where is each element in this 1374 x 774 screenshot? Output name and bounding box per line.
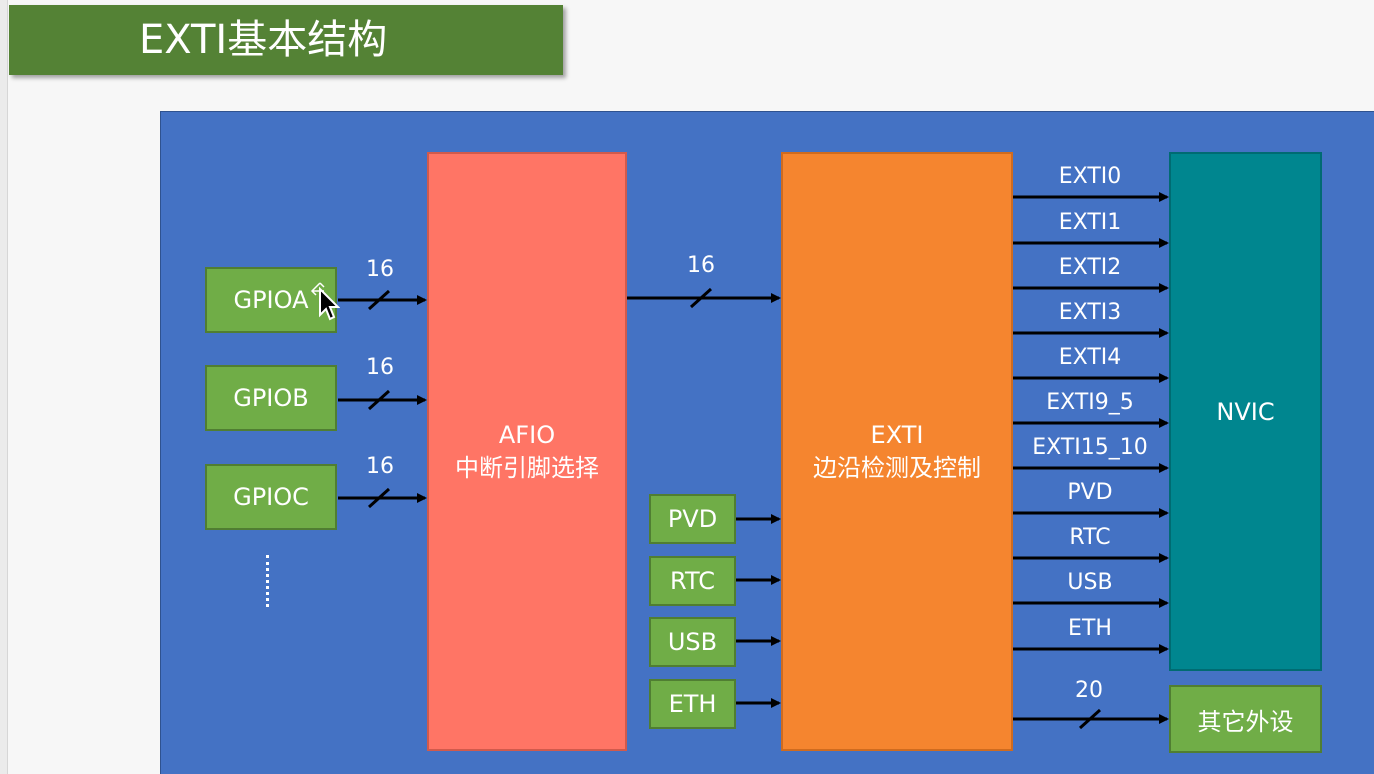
gpiob-bus-slash <box>367 389 391 411</box>
gpioc-bus-width: 16 <box>366 454 394 479</box>
exti15-10-label: EXTI15_10 <box>1032 435 1148 460</box>
exti0-label: EXTI0 <box>1058 164 1122 189</box>
gpioa-bus-slash <box>367 289 391 311</box>
pvd-input-block: PVD <box>649 494 736 544</box>
mouse-cursor-icon <box>310 282 340 321</box>
eth-input-block: ETH <box>649 679 736 729</box>
nvic-block: NVIC <box>1169 152 1322 671</box>
slide-title: EXTI基本结构 <box>139 17 388 63</box>
gpioc-bus-slash <box>367 487 391 509</box>
afio-block: AFIO 中断引脚选择 <box>427 152 627 751</box>
exti3-label: EXTI3 <box>1058 300 1122 325</box>
gpioa-block: GPIOA <box>205 267 337 333</box>
gpiob-block: GPIOB <box>205 365 337 431</box>
exti-block: EXTI 边沿检测及控制 <box>781 152 1013 751</box>
afio-name: AFIO <box>498 420 556 449</box>
exti-other-bus-width: 20 <box>1075 678 1103 703</box>
exti9-5-label: EXTI9_5 <box>1046 390 1134 415</box>
afio-desc: 中断引脚选择 <box>455 453 599 482</box>
gpioa-bus-width: 16 <box>366 257 394 282</box>
gpiob-bus-width: 16 <box>366 355 394 380</box>
afio-exti-bus-slash <box>689 287 713 309</box>
exti-other-bus-slash <box>1078 708 1102 730</box>
usb-input-block: USB <box>649 617 736 667</box>
gpioc-block: GPIOC <box>205 464 337 530</box>
more-gpio-ellipsis <box>266 555 275 607</box>
usb-out-label: USB <box>1067 570 1113 595</box>
eth-out-label: ETH <box>1068 616 1112 641</box>
exti1-label: EXTI1 <box>1058 210 1122 235</box>
exti-name: EXTI <box>870 420 924 449</box>
exti4-label: EXTI4 <box>1058 345 1122 370</box>
pvd-out-label: PVD <box>1067 480 1113 505</box>
other-peripherals-block: 其它外设 <box>1169 685 1322 753</box>
rtc-out-label: RTC <box>1069 525 1111 550</box>
exti2-label: EXTI2 <box>1058 255 1122 280</box>
rtc-input-block: RTC <box>649 556 736 606</box>
exti-desc: 边沿检测及控制 <box>813 453 981 482</box>
afio-exti-bus-width: 16 <box>687 253 715 278</box>
slide-left-edge <box>0 0 8 774</box>
title-bar: EXTI基本结构 <box>9 5 563 75</box>
